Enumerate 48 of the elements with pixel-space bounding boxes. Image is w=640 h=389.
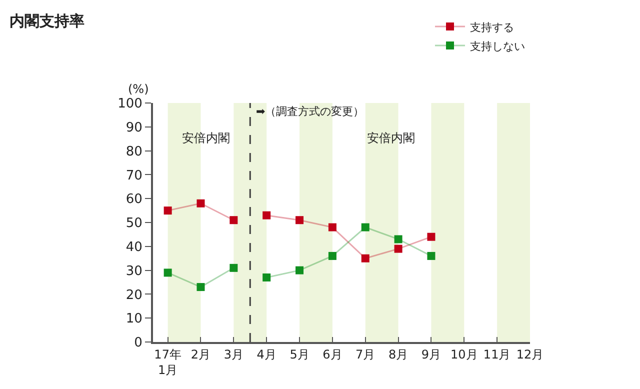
chart-title: 内閣支持率: [10, 12, 85, 30]
point: [427, 232, 436, 241]
point: [427, 252, 436, 260]
point: [296, 266, 304, 274]
point: [196, 199, 205, 208]
point: [230, 264, 238, 272]
annotation: 安倍内閣: [367, 131, 415, 145]
x-tick-label: 10月: [450, 347, 478, 362]
x-tick-label: 9月: [421, 347, 442, 362]
y-tick-label: 90: [126, 120, 142, 136]
x-tick-label: 8月: [388, 347, 408, 362]
point: [328, 252, 336, 260]
point: [394, 244, 402, 253]
y-tick-label: 60: [126, 192, 142, 208]
point: [262, 273, 271, 282]
y-tick-label: 80: [126, 144, 142, 160]
y-tick-label: 70: [126, 168, 142, 184]
y-tick-label: 50: [126, 216, 142, 232]
x-tick-label: 5月: [290, 347, 310, 362]
y-tick-label: 20: [126, 288, 142, 303]
point: [361, 223, 370, 232]
x-tick-label: 3月: [224, 347, 244, 362]
y-tick-label: 100: [118, 96, 142, 112]
x-tick-label: 2月: [190, 347, 211, 362]
point: [230, 216, 238, 224]
legend-label: 支持しない: [470, 40, 525, 53]
ref-line-label: ➡（調査方式の変更）: [256, 105, 364, 118]
x-tick-label: 7月: [356, 347, 376, 362]
x-tick-label: 6月: [322, 347, 342, 362]
x-tick-label: 12月: [516, 347, 544, 362]
point: [262, 211, 271, 220]
point: [328, 223, 336, 232]
y-tick-label: 10: [126, 312, 142, 327]
y-tick-label: 40: [126, 240, 142, 255]
point: [196, 283, 205, 292]
point: [296, 216, 304, 224]
point: [361, 254, 370, 262]
point: [394, 235, 402, 244]
y-axis-title: (%): [128, 82, 149, 96]
point: [164, 268, 172, 277]
x-tick-label: 4月: [256, 347, 276, 362]
y-tick-label: 30: [126, 264, 142, 279]
x-tick-label: 11月: [483, 347, 511, 362]
x-tick-label: 17年 1月: [154, 347, 182, 377]
legend-label: 支持する: [470, 20, 514, 34]
point: [164, 206, 172, 215]
annotation: 安倍内閣: [182, 131, 230, 145]
y-tick-label: 0: [134, 336, 142, 351]
